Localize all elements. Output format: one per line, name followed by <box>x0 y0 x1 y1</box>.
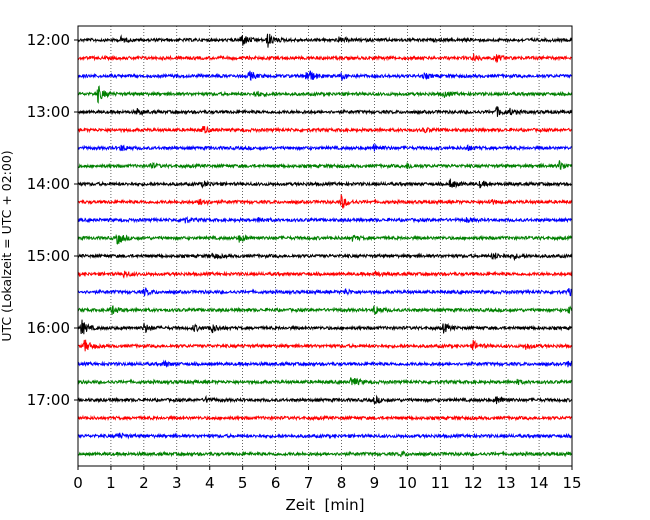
x-axis-label: Zeit [min] <box>285 496 364 514</box>
x-tick-label: 15 <box>562 474 581 492</box>
trace-line <box>77 85 573 104</box>
x-tick-label: 2 <box>139 474 149 492</box>
trace-lines <box>77 33 573 458</box>
trace-line <box>77 178 573 189</box>
y-tick-label: 17:00 <box>27 391 70 409</box>
trace-line <box>77 305 573 316</box>
trace-line <box>77 233 573 245</box>
trace-line <box>77 414 573 422</box>
trace-line <box>77 270 573 279</box>
x-tick-label: 6 <box>271 474 281 492</box>
x-tick-label: 11 <box>431 474 450 492</box>
trace-line <box>77 70 573 82</box>
x-tick-label: 13 <box>497 474 516 492</box>
y-tick-label: 12:00 <box>27 31 70 49</box>
x-tick-label: 8 <box>337 474 347 492</box>
trace-line <box>77 377 573 386</box>
y-axis-ticks: 12:00 13:00 14:00 15:00 16:00 17:00 <box>27 31 78 409</box>
trace-line <box>77 252 573 262</box>
x-tick-label: 14 <box>530 474 549 492</box>
trace-line <box>77 394 573 405</box>
trace-line <box>77 125 573 134</box>
trace-line <box>77 53 573 64</box>
trace-line <box>77 143 573 152</box>
x-tick-label: 1 <box>106 474 116 492</box>
trace-line <box>77 287 573 297</box>
y-tick-label: 15:00 <box>27 247 70 265</box>
y-axis-label: UTC (Lokalzeit = UTC + 02:00) <box>0 150 14 341</box>
x-tick-label: 4 <box>205 474 215 492</box>
x-tick-label: 0 <box>73 474 83 492</box>
x-tick-label: 10 <box>398 474 417 492</box>
trace-line <box>77 450 573 458</box>
trace-line <box>77 339 573 352</box>
x-tick-label: 12 <box>464 474 483 492</box>
trace-line <box>77 33 573 48</box>
x-tick-label: 5 <box>238 474 248 492</box>
x-tick-label: 7 <box>304 474 314 492</box>
x-tick-label: 9 <box>370 474 380 492</box>
trace-line <box>77 215 573 224</box>
trace-line <box>77 319 573 335</box>
trace-line <box>77 432 573 440</box>
y-tick-label: 14:00 <box>27 175 70 193</box>
x-tick-label: 3 <box>172 474 182 492</box>
trace-line <box>77 359 573 368</box>
trace-line <box>77 106 573 117</box>
y-tick-label: 16:00 <box>27 319 70 337</box>
trace-line <box>77 160 573 171</box>
plot-frame <box>77 25 573 467</box>
y-tick-label: 13:00 <box>27 103 70 121</box>
trace-line <box>77 193 573 209</box>
vertical-gridlines <box>110 26 540 466</box>
x-axis-ticks: 0 1 2 3 4 5 6 7 8 9 10 11 12 13 14 15 <box>73 466 582 492</box>
